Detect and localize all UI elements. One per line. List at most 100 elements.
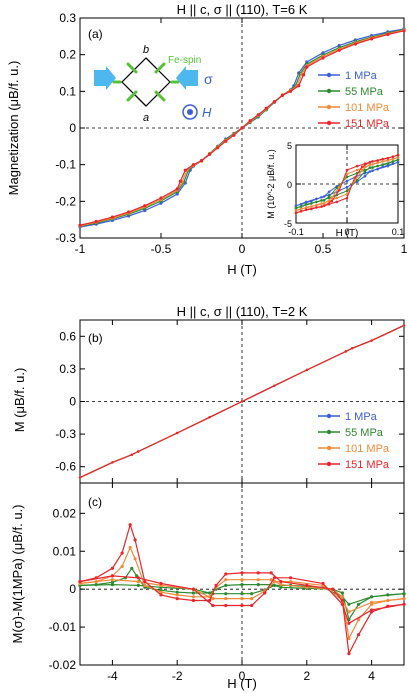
data-point	[224, 603, 228, 608]
panel-c-label: (c)	[88, 495, 102, 509]
panel-b-label: (b)	[88, 331, 103, 345]
data-point	[224, 578, 228, 582]
data-point	[272, 580, 276, 584]
data-point	[299, 203, 303, 206]
data-point	[321, 581, 325, 586]
data-point	[256, 583, 260, 587]
data-point	[327, 203, 331, 206]
data-point	[320, 202, 323, 205]
stress-arrow-left	[94, 66, 116, 90]
data-point	[176, 431, 179, 435]
a-axis-label: a	[143, 112, 149, 124]
data-point	[337, 43, 341, 48]
data-point	[345, 185, 349, 189]
panel-b-legend: 1 MPa 55 MPa 101 MPa 151 MPa	[318, 411, 390, 471]
data-point	[159, 581, 163, 586]
panel-a-ticks: -0.3 -0.2 -0.1 0 0.1 0.2 0.3 -1 -0.5 0 0.5 1	[55, 11, 407, 256]
data-point	[94, 219, 98, 224]
panel-c-xlabel: H (T)	[227, 676, 257, 691]
data-point	[386, 162, 390, 165]
panel-b: H || c, σ || (110), T=2 K (b) M (μB/f. u…	[12, 304, 406, 484]
data-point	[345, 172, 349, 176]
panel-b-title: H || c, σ || (110), T=2 K	[177, 304, 308, 319]
y-tick-label: -0.02	[49, 658, 77, 672]
data-point	[376, 161, 379, 165]
y-tick-label: 0.3	[59, 362, 76, 376]
data-point	[297, 84, 301, 88]
data-point	[208, 416, 211, 419]
data-point	[345, 179, 349, 183]
data-point	[335, 196, 339, 200]
b-axis-label: b	[143, 44, 149, 56]
legend-label: 1 MPa	[345, 70, 378, 82]
data-point	[120, 564, 124, 569]
x-tick-label: -0.5	[151, 242, 172, 256]
data-point	[299, 207, 303, 211]
y-tick-label: 0	[287, 180, 292, 190]
data-point	[199, 159, 204, 163]
data-point	[159, 196, 163, 200]
sigma-label: σ	[204, 71, 213, 87]
inset-ticks: -5 0 5 -0.1 0 0.1	[284, 141, 404, 237]
data-point	[361, 165, 364, 169]
data-point	[211, 603, 215, 608]
data-point	[175, 593, 179, 597]
data-point	[208, 152, 212, 156]
data-point	[345, 168, 349, 172]
data-point	[110, 583, 114, 587]
y-tick-label: 0.6	[59, 329, 76, 343]
data-point	[128, 545, 132, 550]
data-point	[335, 200, 339, 204]
data-point	[302, 73, 306, 77]
data-point	[361, 168, 364, 172]
data-point	[310, 205, 313, 208]
legend-label: 55 MPa	[345, 86, 384, 98]
data-point	[175, 192, 179, 196]
data-point	[159, 590, 163, 594]
data-point	[232, 133, 236, 137]
data-point	[305, 583, 309, 588]
data-point	[256, 578, 260, 582]
x-tick-label: 0	[239, 242, 246, 256]
legend-label: 55 MPa	[345, 427, 384, 439]
x-tick-label: 1	[401, 242, 408, 256]
data-point	[280, 93, 285, 97]
a-axis-arrow	[133, 93, 147, 107]
data-point	[240, 578, 244, 582]
data-point	[353, 176, 356, 180]
data-point	[110, 566, 114, 570]
x-tick-label: 4	[368, 669, 375, 683]
y-tick-label: 0	[69, 582, 76, 596]
data-point	[191, 163, 195, 167]
data-point	[320, 196, 323, 199]
y-tick-label: 0.02	[53, 506, 77, 520]
data-point	[299, 205, 303, 208]
y-tick-label: -0.3	[55, 427, 76, 441]
data-point	[250, 592, 254, 596]
panel-c-ticks: -0.02 -0.01 0 0.01 0.02 -4 -2 0 2 4	[49, 483, 404, 683]
data-point	[175, 590, 179, 594]
data-point	[338, 188, 341, 192]
data-point	[143, 580, 147, 584]
data-point	[355, 164, 359, 168]
legend-marker	[326, 72, 332, 78]
data-point	[345, 175, 349, 179]
legend-label: 151 MPa	[345, 118, 390, 130]
data-point	[136, 583, 140, 588]
data-point	[376, 164, 379, 168]
legend-label: 1 MPa	[345, 411, 378, 423]
data-point	[345, 192, 349, 196]
panel-c-ylabel: M(σ)-M(1MPa) (μB/f. u.)	[10, 504, 25, 643]
data-point	[320, 199, 323, 202]
data-point	[269, 571, 273, 575]
data-point	[143, 204, 147, 208]
y-tick-label: 0.2	[59, 48, 76, 62]
data-point	[78, 223, 82, 227]
legend-marker	[326, 461, 332, 467]
data-point	[357, 602, 361, 606]
data-point	[175, 187, 179, 191]
data-point	[191, 591, 195, 595]
data-point	[273, 384, 276, 387]
data-point	[272, 100, 276, 104]
data-point	[133, 557, 137, 561]
